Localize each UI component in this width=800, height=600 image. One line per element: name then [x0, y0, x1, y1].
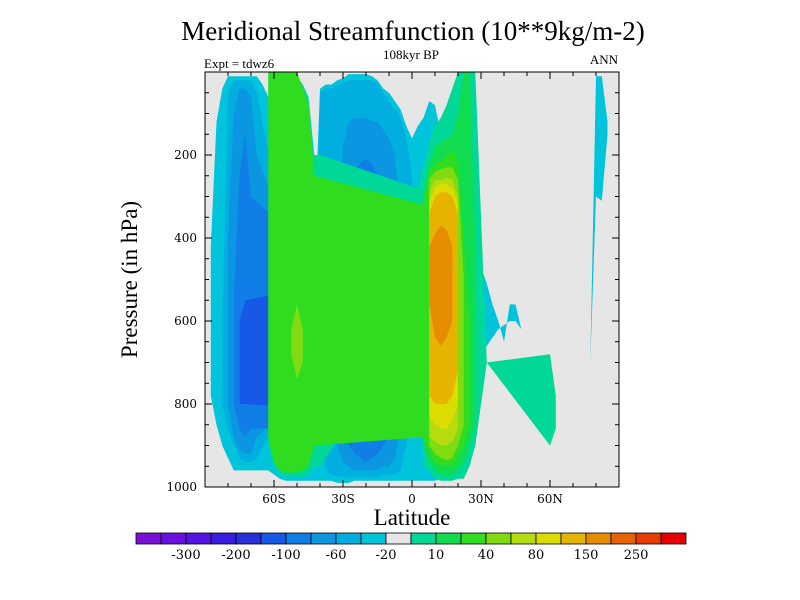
x-tick-label: 0	[408, 492, 416, 506]
colorbar-box	[660, 532, 687, 545]
colorbar-box	[585, 532, 612, 545]
chart-title: Meridional Streamfunction (10**9kg/m-2)	[181, 16, 645, 46]
season-label: ANN	[589, 52, 618, 67]
colorbar-box	[460, 532, 487, 545]
y-tick-label: 1000	[166, 480, 197, 494]
colorbar-box	[435, 532, 462, 545]
colorbar-box	[285, 532, 312, 545]
x-axis-label: Latitude	[374, 505, 451, 530]
colorbar-box	[210, 532, 237, 545]
colorbar-box	[260, 532, 287, 545]
colorbar-box	[535, 532, 562, 545]
colorbar-label: -300	[171, 548, 200, 563]
x-tick-label: 30N	[468, 492, 494, 506]
colorbar-label: 150	[574, 548, 599, 563]
colorbar-box	[485, 532, 512, 545]
colorbar-box	[560, 532, 587, 545]
y-axis-label: Pressure (in hPa)	[117, 201, 142, 358]
colorbar-label: -100	[271, 548, 300, 563]
colorbar-box	[310, 532, 337, 545]
colorbar-label: 250	[624, 548, 649, 563]
colorbar-box	[510, 532, 537, 545]
colorbar-box	[160, 532, 187, 545]
colorbar-box	[335, 532, 362, 545]
y-tick-label: 200	[174, 148, 197, 162]
colorbar-label: -60	[326, 548, 347, 563]
y-tick-label: 400	[174, 231, 197, 245]
colorbar-box	[185, 532, 212, 545]
experiment-label: Expt = tdwz6	[204, 56, 275, 71]
y-tick-label: 800	[174, 397, 197, 411]
x-tick-label: 60S	[262, 492, 286, 506]
colorbar-box	[635, 532, 662, 545]
colorbar-box	[360, 532, 387, 545]
colorbar-label: -20	[376, 548, 397, 563]
colorbar-label: 10	[428, 548, 445, 563]
contour-region-40	[291, 304, 303, 380]
colorbar-box	[610, 532, 637, 545]
contour-region-100	[429, 225, 453, 346]
chart-subtitle: 108kyr BP	[383, 47, 439, 62]
contour-region-30	[268, 72, 470, 473]
colorbar-box	[235, 532, 262, 545]
y-tick-label: 600	[174, 314, 197, 328]
colorbar-label: 80	[528, 548, 545, 563]
colorbar-box	[385, 532, 412, 545]
x-tick-label: 30S	[331, 492, 355, 506]
colorbar-label: 40	[478, 548, 495, 563]
colorbar-label: -200	[221, 548, 250, 563]
x-tick-label: 60N	[537, 492, 563, 506]
colorbar-box	[410, 532, 437, 545]
colorbar-box	[135, 532, 162, 545]
